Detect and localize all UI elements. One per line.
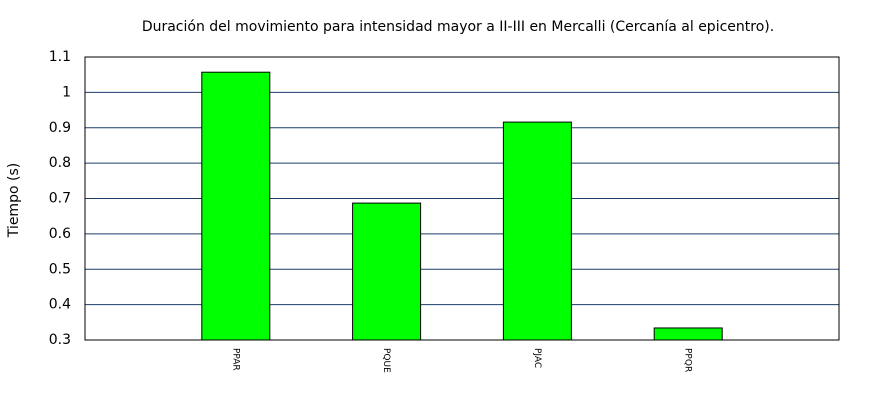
- x-tick-label: PQUE: [381, 348, 391, 373]
- x-tick-label: PJAC: [532, 348, 542, 368]
- bar: [653, 327, 723, 341]
- bar: [502, 121, 572, 341]
- x-tick-label: PPQR: [683, 348, 693, 372]
- x-tick-label: PPAR: [230, 348, 240, 371]
- y-tick-label: 0.4: [49, 297, 71, 313]
- bar: [352, 202, 422, 341]
- y-tick-label: 0.5: [49, 261, 71, 277]
- y-tick-label: 1: [62, 84, 71, 100]
- bar: [201, 71, 271, 341]
- y-tick-label: 0.6: [49, 226, 71, 242]
- plot-frame: [84, 56, 840, 341]
- y-axis-label: Tiempo (s): [6, 163, 22, 238]
- y-tick-label: 1.1: [49, 49, 71, 65]
- chart-title: Duración del movimiento para intensidad …: [142, 19, 774, 35]
- y-tick-label: 0.3: [49, 332, 71, 348]
- y-tick-label: 0.7: [49, 191, 71, 207]
- y-tick-label: 0.8: [49, 155, 71, 171]
- y-tick-label: 0.9: [49, 120, 71, 136]
